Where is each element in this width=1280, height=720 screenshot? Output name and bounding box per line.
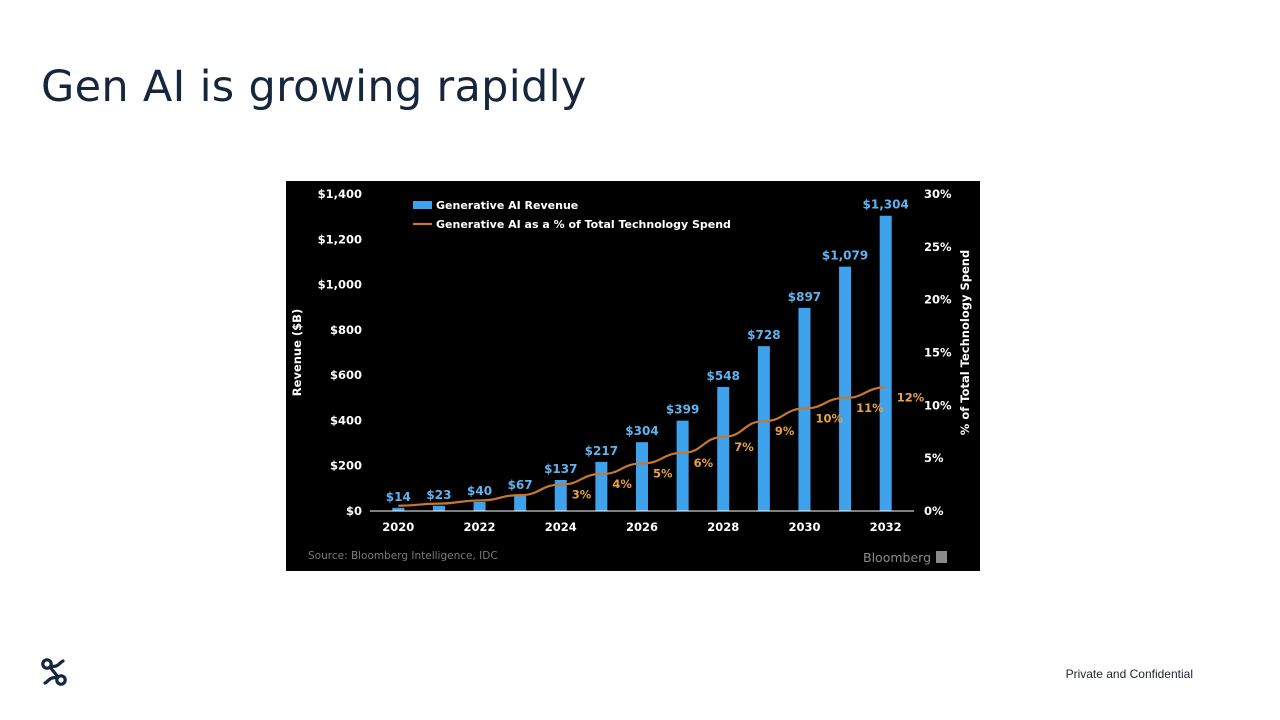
revenue-bar [595,461,608,511]
revenue-bar [636,442,648,511]
revenue-bar-label: $14 [386,490,411,504]
revenue-bar-label: $897 [788,290,821,304]
brand-mark-icon [936,551,947,563]
right-tick-label: 30% [924,187,952,201]
footer-confidential: Private and Confidential [1065,667,1193,681]
legend-bar-label: Generative AI Revenue [436,199,578,212]
left-tick-label: $0 [346,504,362,518]
revenue-bar [839,266,852,511]
revenue-bar-label: $217 [585,444,618,458]
chart-source: Source: Bloomberg Intelligence, IDC [308,550,498,562]
pct-spend-label: 5% [653,466,673,480]
revenue-bar-label: $304 [625,424,658,438]
right-axis-title: % of Total Technology Spend [958,250,972,435]
legend-line-label: Generative AI as a % of Total Technology… [436,218,731,231]
right-axis-ticks: 0% 5% 10% 15% 20% 25% 30% [924,187,952,518]
revenue-bar-label: $1,304 [863,198,909,212]
right-tick-label: 25% [924,240,952,254]
right-tick-label: 5% [924,451,944,465]
left-tick-label: $1,400 [318,187,362,201]
revenue-bar-label: $399 [666,403,699,417]
revenue-bar [717,386,730,511]
revenue-bar-label: $67 [508,478,533,492]
revenue-bar [514,495,527,511]
revenue-bar-label: $1,079 [822,249,868,263]
slide-title: Gen AI is growing rapidly [41,62,587,112]
pct-spend-label: 3% [572,488,592,502]
x-tick-label: 2026 [626,520,658,534]
left-axis-title: Revenue ($B) [290,309,304,396]
right-tick-label: 0% [924,504,944,518]
revenue-bar-label: $23 [426,488,451,502]
pct-spend-label: 4% [612,477,632,491]
pct-spend-label: 12% [897,390,925,404]
pct-spend-label: 9% [775,424,795,438]
revenue-bar-label: $137 [544,462,577,476]
left-tick-label: $1,000 [318,278,362,292]
left-tick-label: $800 [330,323,362,337]
revenue-bar [757,346,770,511]
left-tick-label: $200 [330,459,362,473]
revenue-chart: $0 $200 $400 $600 $800 $1,000 $1,200 $1,400 0% 5… [290,187,972,565]
left-tick-label: $400 [330,413,362,427]
x-axis-ticks: 2020 2022 2024 2026 2028 2030 2032 [382,520,901,534]
revenue-bar-label: $548 [707,369,740,383]
pct-spend-line [398,386,886,507]
revenue-bar [879,215,892,511]
left-axis-ticks: $0 $200 $400 $600 $800 $1,000 $1,200 $1,400 [318,187,362,518]
chart-brand: Bloomberg [863,550,931,565]
revenue-bar [473,501,486,511]
revenue-bar-labels: $14 $23 $40 $67 $137 $217 $304 $399 $548 $728 $897… [386,198,909,504]
right-tick-label: 15% [924,346,952,360]
revenue-bars [392,215,892,511]
right-tick-label: 20% [924,293,952,307]
chart-image: $0 $200 $400 $600 $800 $1,000 $1,200 $1,400 0% 5… [286,181,980,571]
x-tick-label: 2020 [382,520,414,534]
left-tick-label: $600 [330,368,362,382]
x-tick-label: 2030 [788,520,820,534]
x-tick-label: 2028 [707,520,739,534]
x-tick-label: 2032 [870,520,902,534]
revenue-bar [392,507,405,511]
left-tick-label: $1,200 [318,232,362,246]
revenue-bar [432,505,445,511]
legend-bar-swatch [413,201,432,209]
pct-spend-label: 6% [694,456,714,470]
pct-spend-label: 10% [815,412,843,426]
link-knot-icon [41,658,67,686]
right-tick-label: 10% [924,398,952,412]
chart-legend: Generative AI Revenue Generative AI as a… [413,199,731,231]
revenue-bar-label: $40 [467,484,492,498]
pct-spend-label: 7% [734,440,754,454]
revenue-bar [554,479,567,511]
revenue-bar [676,420,689,511]
revenue-bar-label: $728 [747,328,780,342]
x-tick-label: 2024 [545,520,577,534]
pct-spend-labels: 3% 4% 5% 6% 7% 9% 10% 11% 12% [572,390,925,501]
pct-spend-label: 11% [856,401,884,415]
x-tick-label: 2022 [464,520,496,534]
